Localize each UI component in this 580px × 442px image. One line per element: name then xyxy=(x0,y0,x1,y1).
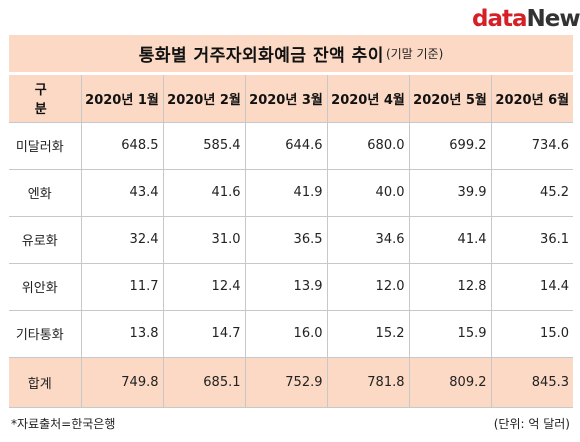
row-label: 위안화 xyxy=(9,263,82,311)
table-cell: 12.4 xyxy=(163,263,246,311)
table-cell: 15.9 xyxy=(409,310,492,358)
table-cell: 40.0 xyxy=(327,169,410,217)
datanews-logo: dataNews xyxy=(472,6,580,32)
table-cell: 13.9 xyxy=(245,263,328,311)
header-month: 2020년 4월 xyxy=(327,75,410,123)
header-month: 2020년 5월 xyxy=(409,75,492,123)
total-cell: 749.8 xyxy=(81,357,164,408)
table-row: 유로화 32.4 31.0 36.5 34.6 41.4 36.1 xyxy=(9,216,573,264)
header-month: 2020년 3월 xyxy=(245,75,328,123)
balance-table: 구 분 2020년 1월 2020년 2월 2020년 3월 2020년 4월 … xyxy=(9,75,573,408)
table-cell: 14.7 xyxy=(163,310,246,358)
table-title-bar: 통화별 거주자외화예금 잔액 추이 (기말 기준) xyxy=(9,35,573,72)
table-cell: 11.7 xyxy=(81,263,164,311)
total-cell: 781.8 xyxy=(327,357,410,408)
table-cell: 15.0 xyxy=(491,310,573,358)
row-label: 기타통화 xyxy=(9,310,82,358)
table-header-row: 구 분 2020년 1월 2020년 2월 2020년 3월 2020년 4월 … xyxy=(9,75,573,123)
table-cell: 648.5 xyxy=(81,122,164,170)
table-cell: 644.6 xyxy=(245,122,328,170)
table-row: 위안화 11.7 12.4 13.9 12.0 12.8 14.4 xyxy=(9,263,573,311)
table-row: 기타통화 13.8 14.7 16.0 15.2 15.9 15.0 xyxy=(9,310,573,358)
header-category: 구 분 xyxy=(9,75,82,123)
table-cell: 585.4 xyxy=(163,122,246,170)
table-cell: 41.4 xyxy=(409,216,492,264)
table-cell: 16.0 xyxy=(245,310,328,358)
total-row: 합계 749.8 685.1 752.9 781.8 809.2 845.3 xyxy=(9,357,573,408)
table-title: 통화별 거주자외화예금 잔액 추이 xyxy=(138,46,384,66)
table-cell: 39.9 xyxy=(409,169,492,217)
table-cell: 34.6 xyxy=(327,216,410,264)
header-month: 2020년 6월 xyxy=(491,75,573,123)
table-cell: 12.0 xyxy=(327,263,410,311)
table-row: 엔화 43.4 41.6 41.9 40.0 39.9 45.2 xyxy=(9,169,573,217)
table-cell: 41.9 xyxy=(245,169,328,217)
table-cell: 15.2 xyxy=(327,310,410,358)
table-row: 미달러화 648.5 585.4 644.6 680.0 699.2 734.6 xyxy=(9,122,573,170)
table-cell: 680.0 xyxy=(327,122,410,170)
total-cell: 809.2 xyxy=(409,357,492,408)
total-cell: 752.9 xyxy=(245,357,328,408)
table-cell: 13.8 xyxy=(81,310,164,358)
table-cell: 699.2 xyxy=(409,122,492,170)
source-footnote: *자료출처=한국은행 xyxy=(11,417,116,431)
total-cell: 685.1 xyxy=(163,357,246,408)
row-label: 미달러화 xyxy=(9,122,82,170)
table-cell: 43.4 xyxy=(81,169,164,217)
table-cell: 41.6 xyxy=(163,169,246,217)
unit-note: (단위: 억 달러) xyxy=(493,417,570,431)
table-cell: 31.0 xyxy=(163,216,246,264)
table-cell: 14.4 xyxy=(491,263,573,311)
table-cell: 734.6 xyxy=(491,122,573,170)
header-month: 2020년 2월 xyxy=(163,75,246,123)
table-title-note: (기말 기준) xyxy=(385,47,444,61)
header-month: 2020년 1월 xyxy=(81,75,164,123)
table-cell: 36.5 xyxy=(245,216,328,264)
logo-data-text: data xyxy=(472,6,527,32)
logo-news-text: News xyxy=(526,6,580,32)
total-cell: 845.3 xyxy=(491,357,573,408)
total-label: 합계 xyxy=(9,357,82,408)
table-cell: 12.8 xyxy=(409,263,492,311)
table-cell: 36.1 xyxy=(491,216,573,264)
row-label: 유로화 xyxy=(9,216,82,264)
row-label: 엔화 xyxy=(9,169,82,217)
table-cell: 32.4 xyxy=(81,216,164,264)
table-cell: 45.2 xyxy=(491,169,573,217)
